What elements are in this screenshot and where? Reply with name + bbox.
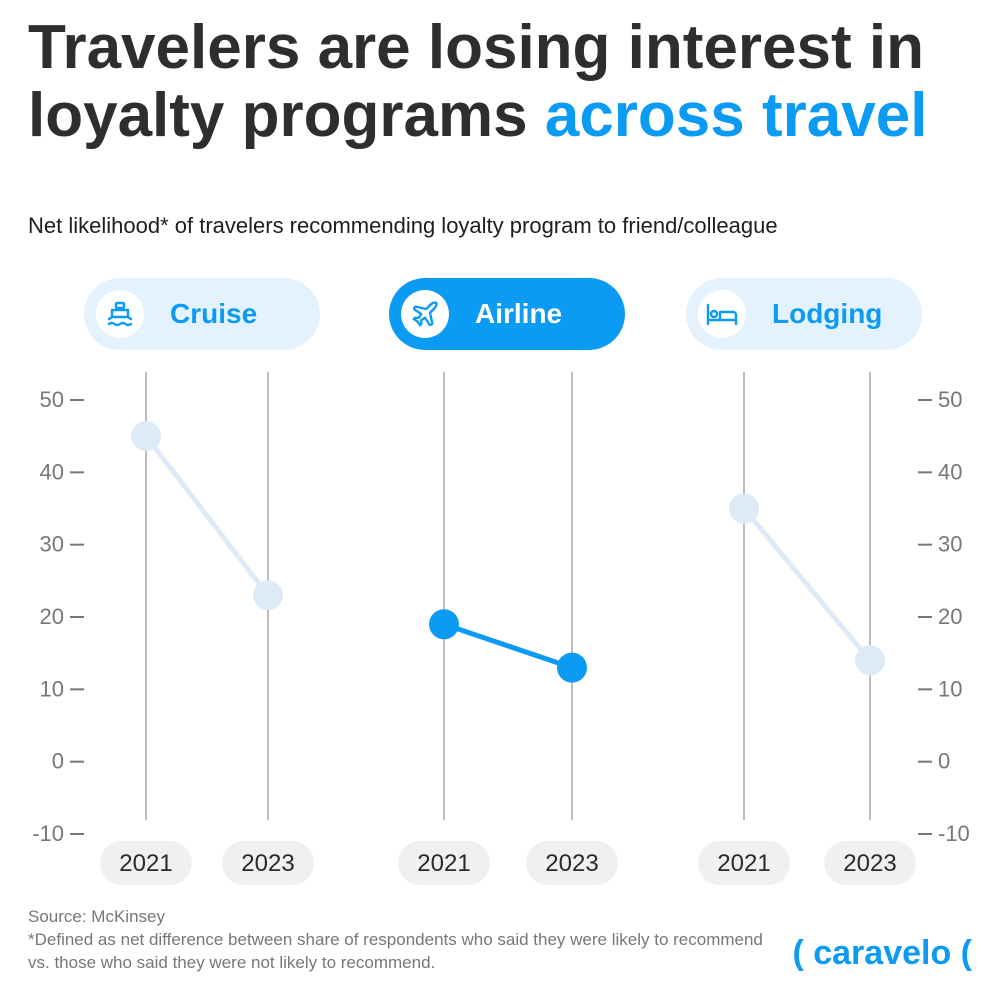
x-tick-label: 2023 — [241, 850, 294, 877]
definition-note: *Defined as net difference between share… — [28, 930, 763, 972]
title-main: Travelers are losing interest in loyalty… — [28, 13, 924, 150]
brand-logo: ( caravelo ( — [792, 934, 972, 972]
data-point-lodging-2023 — [855, 645, 885, 676]
category-label: Cruise — [170, 298, 258, 329]
series-line-cruise — [143, 433, 271, 598]
y-tick-label-left: 20 — [40, 604, 64, 629]
y-tick-label-right: 10 — [938, 676, 962, 701]
y-tick-label-right: 30 — [938, 532, 962, 557]
x-tick-label: 2021 — [417, 850, 470, 877]
y-tick-label-left: 40 — [40, 459, 64, 484]
y-tick-label-right: 40 — [938, 459, 962, 484]
year-label-pill — [698, 841, 790, 885]
y-tick-label-left: 0 — [52, 749, 64, 774]
series-line-lodging — [741, 506, 873, 663]
source-note: Source: McKinsey — [28, 907, 165, 926]
footnote: Source: McKinsey *Defined as net differe… — [28, 905, 788, 974]
y-tick-label-left: 50 — [40, 387, 64, 412]
chart-title: Travelers are losing interest in loyalty… — [28, 14, 988, 150]
y-tick-label-left: -10 — [32, 821, 64, 846]
airplane-icon — [401, 290, 449, 338]
y-tick-label-right: 20 — [938, 604, 962, 629]
y-tick-label-right: 50 — [938, 387, 962, 412]
bed-icon — [698, 290, 746, 338]
data-point-lodging-2021 — [729, 493, 759, 524]
data-point-airline-2023 — [557, 652, 587, 683]
category-label: Lodging — [772, 298, 883, 329]
y-tick-label-left: 10 — [40, 676, 64, 701]
year-label-pill — [824, 841, 916, 885]
ship-icon — [96, 290, 144, 338]
category-pill-cruise: Cruise — [84, 278, 320, 350]
x-tick-label: 2023 — [843, 850, 896, 877]
y-tick-label-left: 30 — [40, 532, 64, 557]
data-point-cruise-2021 — [131, 421, 161, 452]
y-tick-label-right: -10 — [938, 821, 970, 846]
y-tick-label-right: 0 — [938, 749, 950, 774]
year-label-pill — [100, 841, 192, 885]
data-point-airline-2021 — [429, 609, 459, 640]
year-label-pill — [222, 841, 314, 885]
category-pill-lodging: Lodging — [686, 278, 922, 350]
series-line-airline — [441, 621, 575, 671]
x-tick-label: 2021 — [119, 850, 172, 877]
x-tick-label: 2021 — [717, 850, 770, 877]
category-label: Airline — [475, 298, 563, 329]
title-accent: across travel — [544, 81, 928, 150]
x-tick-label: 2023 — [545, 850, 598, 877]
category-pill-airline: Airline — [389, 278, 625, 350]
year-label-pill — [398, 841, 490, 885]
data-point-cruise-2023 — [253, 580, 283, 611]
chart-subtitle: Net likelihood* of travelers recommendin… — [28, 213, 778, 238]
year-label-pill — [526, 841, 618, 885]
